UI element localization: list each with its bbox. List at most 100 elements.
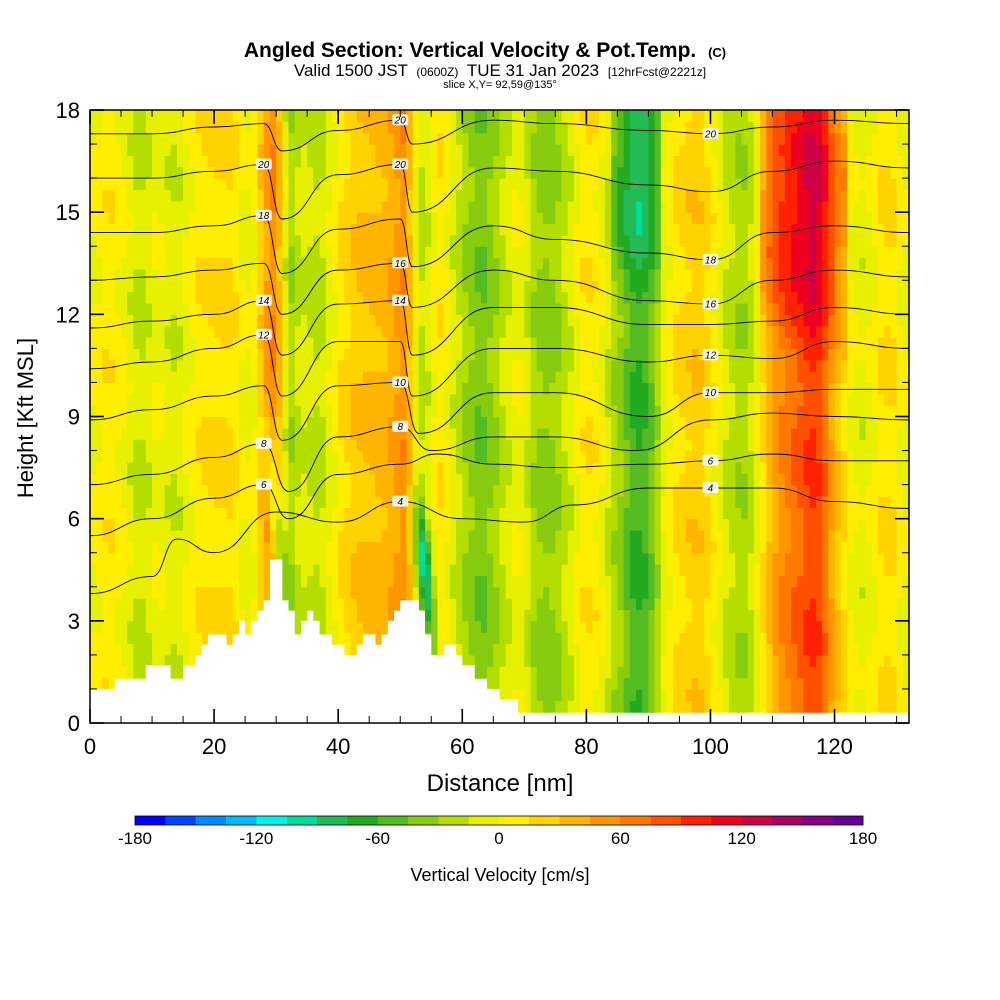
velocity-cell — [238, 541, 246, 554]
velocity-cell — [586, 530, 594, 542]
velocity-cell — [418, 575, 426, 588]
velocity-cell — [363, 371, 370, 384]
velocity-cell — [313, 586, 321, 599]
velocity-cell — [214, 439, 221, 452]
velocity-cell — [629, 393, 637, 406]
velocity-cell — [201, 632, 209, 645]
velocity-cell — [431, 359, 439, 372]
velocity-cell — [480, 620, 488, 633]
velocity-cell — [611, 246, 618, 259]
velocity-cell — [511, 246, 519, 259]
velocity-cell — [257, 461, 265, 474]
velocity-cell — [288, 427, 296, 440]
velocity-cell — [480, 461, 488, 474]
velocity-cell — [418, 586, 426, 599]
velocity-cell — [325, 268, 333, 281]
velocity-cell — [269, 223, 277, 236]
velocity-cell — [133, 450, 141, 463]
velocity-cell — [269, 495, 277, 508]
velocity-cell — [133, 144, 141, 157]
velocity-cell — [592, 450, 600, 463]
velocity-cell — [331, 280, 339, 293]
velocity-cell — [549, 291, 556, 304]
velocity-cell — [586, 666, 594, 679]
velocity-cell — [114, 212, 122, 225]
velocity-cell — [269, 348, 277, 361]
velocity-cell — [443, 325, 451, 338]
velocity-cell — [604, 484, 612, 497]
velocity-cell — [468, 439, 476, 452]
velocity-cell — [505, 348, 513, 361]
velocity-cell — [654, 212, 662, 225]
velocity-cell — [561, 212, 569, 225]
velocity-cell — [176, 280, 184, 293]
velocity-cell — [425, 337, 432, 349]
velocity-cell — [456, 518, 463, 531]
velocity-cell — [121, 495, 128, 508]
velocity-cell — [276, 541, 283, 554]
velocity-cell — [145, 246, 153, 259]
velocity-cell — [363, 178, 370, 191]
velocity-cell — [176, 212, 184, 225]
velocity-cell — [276, 155, 283, 168]
velocity-cell — [300, 223, 308, 236]
velocity-cell — [189, 382, 197, 395]
velocity-cell — [604, 541, 612, 554]
velocity-cell — [257, 144, 265, 157]
velocity-cell — [648, 688, 656, 701]
velocity-cell — [294, 223, 302, 236]
velocity-cell — [443, 450, 451, 463]
velocity-cell — [418, 268, 426, 281]
velocity-cell — [518, 416, 525, 429]
velocity-cell — [418, 166, 426, 179]
velocity-cell — [139, 473, 147, 486]
velocity-cell — [363, 166, 370, 179]
velocity-cell — [195, 178, 203, 191]
velocity-cell — [288, 382, 296, 395]
velocity-cell — [456, 371, 463, 384]
velocity-cell — [623, 666, 631, 679]
velocity-cell — [226, 234, 234, 247]
velocity-cell — [456, 530, 463, 542]
velocity-cell — [133, 439, 141, 452]
velocity-cell — [251, 212, 259, 225]
velocity-cell — [412, 155, 420, 168]
velocity-cell — [133, 473, 141, 486]
velocity-cell — [263, 314, 271, 327]
velocity-cell — [592, 643, 600, 656]
velocity-cell — [636, 643, 643, 656]
velocity-cell — [307, 166, 314, 179]
velocity-cell — [238, 234, 246, 247]
velocity-cell — [183, 450, 190, 463]
velocity-cell — [592, 405, 600, 418]
velocity-cell — [487, 427, 494, 440]
velocity-cell — [164, 427, 172, 440]
velocity-cell — [133, 598, 141, 611]
velocity-cell — [307, 416, 314, 429]
velocity-cell — [90, 212, 97, 225]
velocity-cell — [102, 405, 110, 418]
velocity-cell — [604, 688, 612, 701]
velocity-cell — [437, 473, 445, 486]
velocity-cell — [487, 552, 494, 565]
velocity-cell — [412, 541, 420, 554]
velocity-cell — [350, 518, 358, 531]
velocity-cell — [549, 427, 556, 440]
velocity-cell — [90, 552, 97, 565]
velocity-cell — [499, 246, 507, 259]
velocity-cell — [195, 530, 203, 542]
velocity-cell — [530, 427, 538, 440]
velocity-cell — [487, 325, 494, 338]
velocity-cell — [145, 144, 153, 157]
velocity-cell — [549, 609, 556, 622]
velocity-cell — [381, 178, 389, 191]
velocity-cell — [189, 575, 197, 588]
velocity-cell — [580, 632, 587, 645]
velocity-cell — [443, 371, 451, 384]
velocity-cell — [226, 189, 234, 202]
velocity-cell — [505, 586, 513, 599]
velocity-cell — [412, 212, 420, 225]
velocity-cell — [90, 586, 97, 599]
velocity-cell — [431, 268, 439, 281]
velocity-cell — [412, 586, 420, 599]
